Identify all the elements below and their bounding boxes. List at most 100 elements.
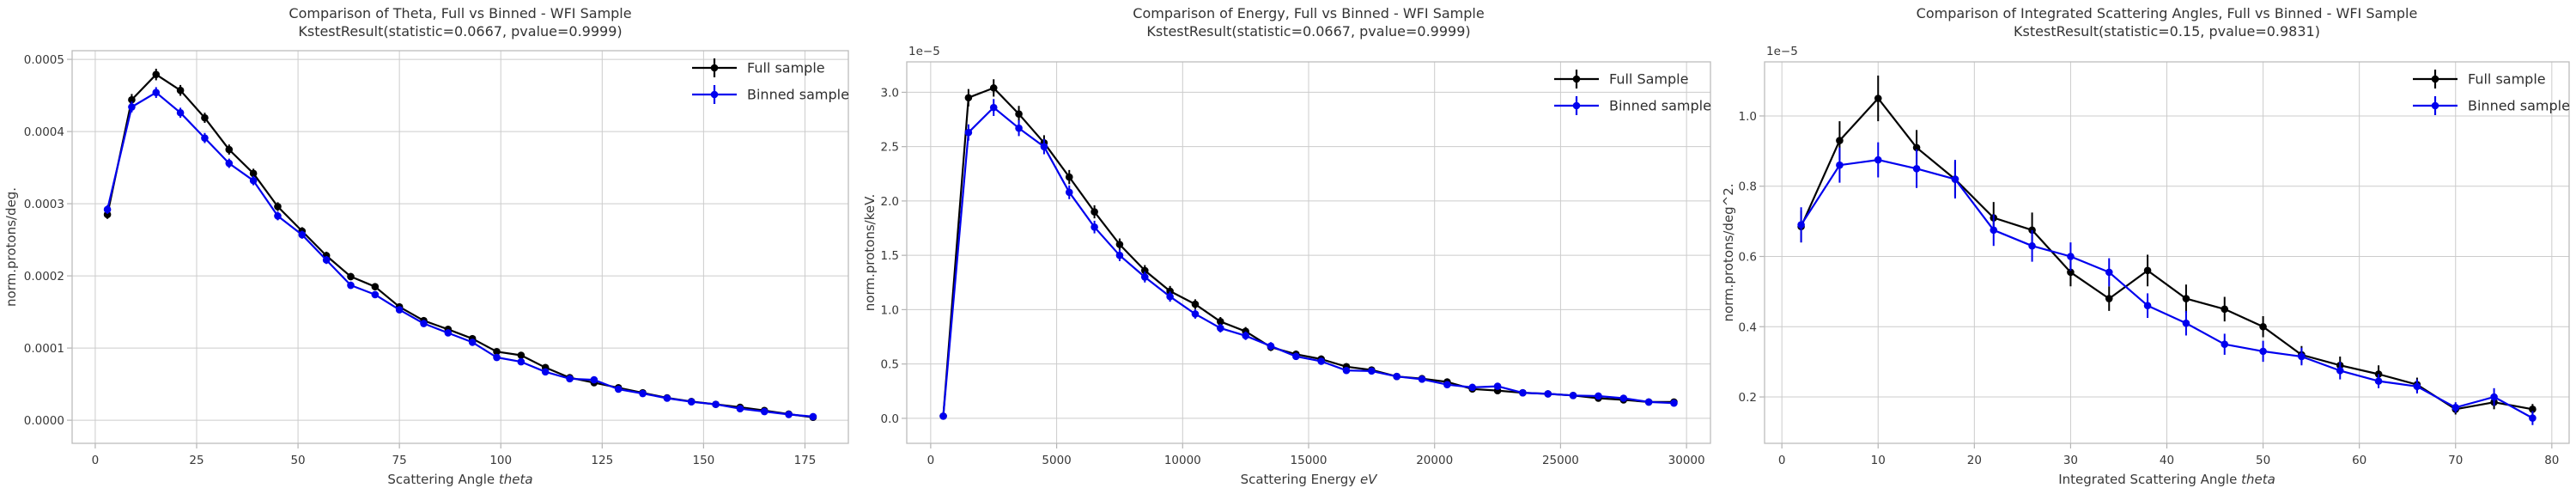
data-point-marker (152, 70, 161, 79)
data-point-marker (566, 375, 574, 383)
legend-entry-binned: Binned sample (1554, 96, 1711, 115)
data-point-marker (2067, 253, 2075, 260)
data-point-marker (1292, 352, 1300, 361)
data-point-marker (371, 290, 380, 299)
data-point-marker (468, 339, 477, 346)
data-point-marker (1065, 173, 1073, 181)
series-binned (939, 99, 1678, 420)
energy-comparison-chart: 0 5000 10000 15000 20000 25000 30000 0.0 0.5 1.0 1… (859, 0, 1717, 488)
gridlines (72, 51, 848, 443)
y-tick-label: 2.0 (881, 195, 899, 209)
data-point-marker (1015, 124, 1023, 132)
data-point-marker (249, 176, 258, 185)
y-axis-offset-label: 1e−5 (908, 45, 940, 58)
data-point-marker (2182, 319, 2190, 327)
data-point-marker (2221, 305, 2229, 314)
data-point-marker (517, 357, 526, 366)
y-tick-label: 1.0 (881, 303, 899, 317)
data-point-marker (1836, 137, 1844, 144)
data-point-marker (736, 405, 744, 412)
data-point-marker (1115, 241, 1124, 248)
data-point-marker (1217, 318, 1224, 326)
data-point-marker (2298, 352, 2306, 361)
plot-border (906, 61, 1711, 444)
legend-marker-symbol (710, 90, 719, 99)
data-point-marker (1644, 398, 1653, 406)
legend-label: Binned sample (1609, 98, 1711, 114)
x-tick-label: 75 (392, 454, 407, 467)
y-tick-label: 0.2 (1739, 391, 1757, 405)
data-point-marker (1619, 394, 1628, 402)
chart-background (1717, 0, 2576, 488)
data-point-marker (225, 145, 234, 154)
data-point-marker (395, 306, 404, 314)
y-tick-label: 0.0002 (24, 270, 64, 284)
series-line (106, 91, 813, 418)
data-point-marker (2451, 403, 2460, 412)
y-tick-label: 0.6 (1739, 250, 1757, 264)
data-point-marker (493, 353, 501, 362)
data-point-marker (128, 95, 136, 104)
data-point-marker (1912, 164, 1921, 173)
data-point-marker (1140, 273, 1149, 281)
x-axis-label: Scattering Angle theta (387, 472, 532, 487)
y-tick-label: 0.8 (1739, 180, 1757, 194)
data-point-marker (712, 400, 720, 408)
data-point-marker (964, 128, 973, 137)
data-point-marker (2182, 295, 2190, 302)
legend-label: Full Sample (1609, 71, 1688, 88)
data-point-marker (939, 412, 947, 420)
data-point-marker (1990, 226, 1998, 235)
data-point-marker (2529, 406, 2537, 413)
legend-entry-full: Full sample (692, 58, 825, 77)
series-line (1800, 159, 2533, 419)
data-point-marker (1836, 161, 1844, 169)
legend-label: Full sample (2468, 71, 2546, 88)
y-tick-label: 2.5 (881, 141, 899, 155)
y-tick-label: 0.5 (881, 358, 899, 372)
x-tick-label: 10000 (1164, 454, 1201, 467)
data-point-marker (1493, 382, 1502, 390)
data-point-marker (176, 108, 185, 117)
x-tick-label: 0 (92, 454, 100, 467)
data-point-marker (493, 348, 501, 356)
data-point-marker (989, 103, 998, 112)
data-point-marker (103, 210, 112, 218)
y-tick-label: 0.4 (1739, 320, 1757, 334)
y-tick-label: 0.0004 (24, 125, 64, 139)
chart-subtitle: KstestResult(statistic=0.0667, pvalue=0.… (298, 23, 622, 40)
data-point-marker (2143, 266, 2152, 275)
data-point-marker (347, 272, 355, 281)
data-point-marker (517, 351, 526, 359)
x-tick-label: 100 (489, 454, 512, 467)
legend-entry-binned: Binned sample (2413, 96, 2570, 115)
y-axis-label: norm.protons/deg. (3, 187, 19, 307)
x-tick-label: 20 (1967, 454, 1982, 467)
chart-subtitle: KstestResult(statistic=0.15, pvalue=0.98… (2014, 23, 2320, 40)
data-point-marker (1912, 143, 1921, 152)
x-tick-label: 50 (290, 454, 305, 467)
y-tick-label: 3.0 (881, 86, 899, 100)
x-tick-label: 25000 (1542, 454, 1579, 467)
y-tick-label: 0.0001 (24, 342, 64, 356)
data-point-marker (2259, 347, 2267, 356)
data-point-marker (371, 283, 380, 291)
x-tick-label: 40 (2160, 454, 2174, 467)
tick-labels: 0 5000 10000 15000 20000 25000 30000 0.0 0.5 1.0 1… (881, 86, 1705, 467)
data-point-marker (2221, 340, 2229, 349)
x-tick-label: 0 (1778, 454, 1786, 467)
data-point-marker (1317, 357, 1325, 365)
data-point-marker (1267, 342, 1275, 351)
integrated-angles-comparison-chart: 0 10 20 30 40 50 60 70 80 0.2 0.4 0.6 0.8 1.0 1e−5 Comp… (1717, 0, 2576, 488)
plot-border (71, 50, 849, 444)
data-point-marker (201, 134, 209, 142)
data-point-marker (1242, 332, 1249, 340)
data-point-marker (639, 389, 647, 398)
data-point-marker (1065, 188, 1073, 197)
x-axis-label: Scattering Energy eV (1241, 472, 1379, 487)
data-point-marker (1015, 110, 1023, 119)
data-point-marker (1191, 310, 1200, 318)
data-point-marker (1115, 251, 1124, 259)
data-point-marker (760, 407, 769, 416)
x-tick-label: 25 (189, 454, 204, 467)
